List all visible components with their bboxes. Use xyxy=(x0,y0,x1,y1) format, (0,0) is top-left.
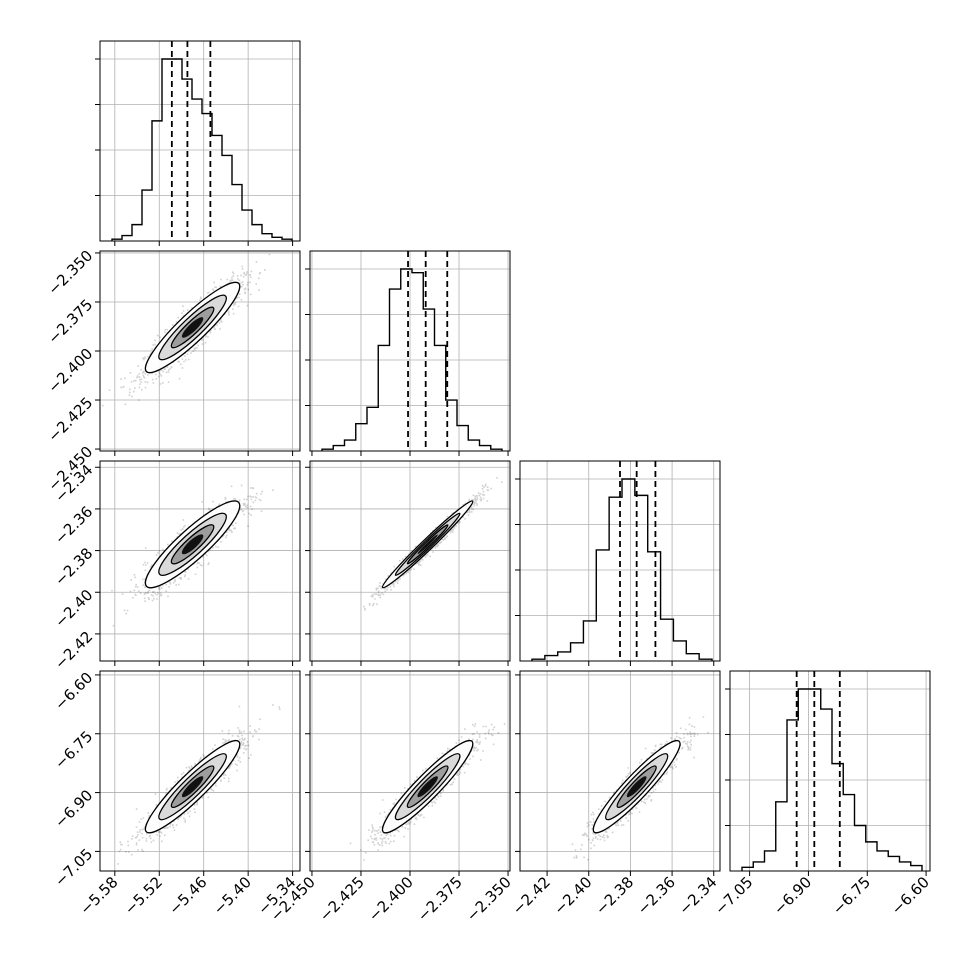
scatter-points xyxy=(102,253,271,407)
panel-frame xyxy=(99,460,301,662)
scatter-panel-2-3 xyxy=(515,670,721,876)
panel-frame xyxy=(99,250,301,452)
density-core xyxy=(181,776,204,798)
scatter-panel-0-2 xyxy=(95,460,301,666)
scatter-points xyxy=(363,477,503,611)
scatter-points xyxy=(571,716,709,861)
panel-frame xyxy=(729,670,931,872)
histogram-step xyxy=(531,478,713,661)
panel-frame xyxy=(309,460,511,662)
panel-frame xyxy=(99,40,301,242)
scatter-panel-0-1 xyxy=(95,250,301,456)
scatter-points xyxy=(117,704,281,865)
scatter-panel-1-2 xyxy=(305,460,511,666)
panel-frame xyxy=(309,670,511,872)
density-core xyxy=(417,534,438,555)
histogram-panel-2 xyxy=(515,460,721,662)
panel-frame xyxy=(519,460,721,662)
scatter-points xyxy=(349,723,506,861)
histogram-step xyxy=(321,268,503,451)
histogram-panel-3 xyxy=(725,670,931,872)
density-core xyxy=(626,776,647,798)
panel-frame xyxy=(99,670,301,872)
scatter-points xyxy=(111,484,274,627)
histogram-step xyxy=(111,58,293,241)
density-core xyxy=(417,776,438,798)
panel-frame xyxy=(519,670,721,872)
histogram-panel-0 xyxy=(95,40,301,242)
scatter-panel-0-3 xyxy=(95,670,301,876)
histogram-panel-1 xyxy=(305,250,511,452)
scatter-panel-1-3 xyxy=(305,670,511,876)
histogram-step xyxy=(741,688,923,871)
density-core xyxy=(181,317,204,338)
density-core xyxy=(181,534,204,555)
